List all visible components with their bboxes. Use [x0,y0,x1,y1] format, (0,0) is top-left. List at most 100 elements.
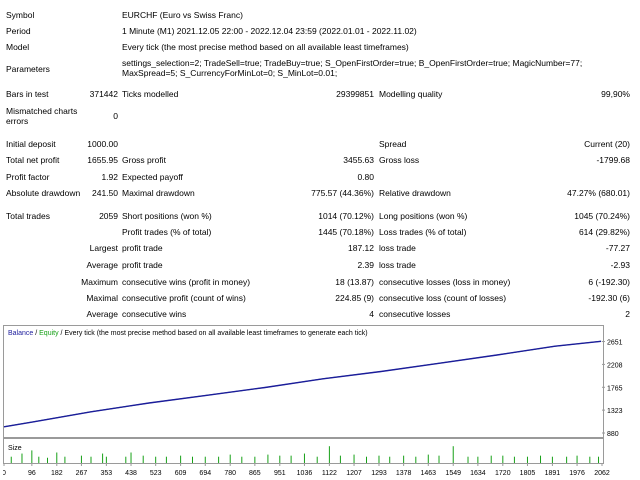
pf-label: Profit factor [6,172,50,182]
pt-value: 1445 (70.18%) [318,227,374,237]
x-tick-label: 951 [274,470,286,477]
x-tick-label: 0 [3,470,6,477]
x-tick-label: 1207 [346,470,362,477]
x-tick-label: 1805 [520,470,536,477]
x-tick-label: 96 [28,470,36,477]
avg-cw-label: consecutive wins [122,309,187,319]
maximal-label: Maximal [86,293,118,303]
legend-equity: Equity [39,330,59,337]
largest-lt-value: -77.27 [605,243,630,253]
reldd-label: Relative drawdown [379,188,451,198]
x-tick-label: 438 [125,470,137,477]
x-tick-label: 1036 [297,470,313,477]
payoff-label: Expected payoff [122,172,183,182]
x-tick-label: 1720 [495,470,511,477]
size-plot-frame [3,438,604,464]
grossloss-value: -1799.68 [596,155,630,165]
absdd-label: Absolute drawdown [6,188,81,198]
maxdd-value: 775.57 (44.36%) [311,188,374,198]
period-label: Period [6,26,31,36]
x-tick-label: 1293 [371,470,387,477]
x-tick-label: 865 [249,470,261,477]
mxl-cp-value: 224.85 (9) [335,293,374,303]
symbol-value: EURCHF (Euro vs Swiss Franc) [122,10,243,20]
largest-lt-label: loss trade [379,243,416,253]
mismatch-value: 0 [113,111,118,121]
x-tick-label: 1634 [470,470,486,477]
max-cl-label: consecutive losses (loss in money) [379,277,511,287]
y-tick-label: 1765 [607,385,623,392]
legend-balance: Balance [8,330,33,337]
long-label: Long positions (won %) [379,211,468,221]
netprofit-label: Total net profit [6,155,60,165]
average-pt-value: 2.39 [357,260,374,270]
average-lt-value: -2.93 [610,260,630,270]
pt-label: Profit trades (% of total) [122,227,212,237]
deposit-value: 1000.00 [87,139,118,149]
lt-value: 614 (29.82%) [578,227,630,237]
mxl-cl-label: consecutive loss (count of losses) [379,293,507,303]
spread-label: Spread [379,139,407,149]
symbol-label: Symbol [6,10,35,20]
netprofit-value: 1655.95 [87,155,118,165]
largest-pt-value: 187.12 [348,243,374,253]
x-tick-label: 267 [76,470,88,477]
grossloss-label: Gross loss [379,155,420,165]
largest-pt-label: profit trade [122,243,163,253]
model-value: Every tick (the most precise method base… [122,42,409,52]
x-tick-label: 694 [199,470,211,477]
chart-legend: Balance / Equity / Every tick (the most … [8,330,368,337]
bars-value: 371442 [89,89,118,99]
x-tick-label: 780 [224,470,236,477]
maxdd-label: Maximal drawdown [122,188,195,198]
reldd-value: 47.27% (680.01) [567,188,630,198]
mismatch-label: Mismatched charts errors [6,106,78,126]
maximum-label: Maximum [81,277,118,287]
long-value: 1045 (70.24%) [574,211,630,221]
average2-label: Average [86,309,118,319]
period-value: 1 Minute (M1) 2021.12.05 22:00 - 2022.12… [122,26,417,36]
average-label: Average [86,260,118,270]
mxl-cl-value: -192.30 (6) [588,293,630,303]
x-tick-label: 1891 [545,470,561,477]
x-tick-label: 1549 [445,470,461,477]
trades-value: 2059 [99,211,118,221]
payoff-value: 0.80 [357,172,374,182]
x-tick-label: 1378 [396,470,412,477]
balance-line [3,340,602,428]
quality-label: Modelling quality [379,89,443,99]
quality-value: 99,90% [601,89,630,99]
lt-label: Loss trades (% of total) [379,227,467,237]
absdd-value: 241.50 [92,188,118,198]
x-tick-label: 353 [101,470,113,477]
balance-chart: Balance / Equity / Every tick (the most … [3,325,637,477]
grossprofit-label: Gross profit [122,155,166,165]
bars-label: Bars in test [6,89,49,99]
legend-desc: / Every tick (the most precise method ba… [59,330,368,337]
parameters-label: Parameters [6,64,50,74]
spread-value: Current (20) [584,139,630,149]
avg-cl-label: consecutive losses [379,309,451,319]
average-pt-label: profit trade [122,260,163,270]
legend-sep: / [33,330,39,337]
max-cw-label: consecutive wins (profit in money) [122,277,251,287]
max-cl-value: 6 (-192.30) [588,277,630,287]
x-tick-label: 609 [175,470,187,477]
balance-chart-svg: Balance / Equity / Every tick (the most … [3,325,623,477]
y-tick-label: 1323 [607,408,623,415]
x-tick-label: 1976 [569,470,585,477]
deposit-label: Initial deposit [6,139,56,149]
parameters-value: settings_selection=2; TradeSell=true; Tr… [122,58,583,78]
pf-value: 1.92 [101,172,118,182]
model-label: Model [6,42,30,52]
largest-label: Largest [89,243,118,253]
ticks-label: Ticks modelled [122,89,179,99]
y-tick-label: 2651 [607,340,623,347]
max-cw-value: 18 (13.87) [335,277,374,287]
mxl-cp-label: consecutive profit (count of wins) [122,293,246,303]
grossprofit-value: 3455.63 [343,155,374,165]
x-tick-label: 523 [150,470,162,477]
x-tick-label: 2062 [594,470,610,477]
size-label: Size [8,445,22,452]
avg-cl-value: 2 [625,309,630,319]
